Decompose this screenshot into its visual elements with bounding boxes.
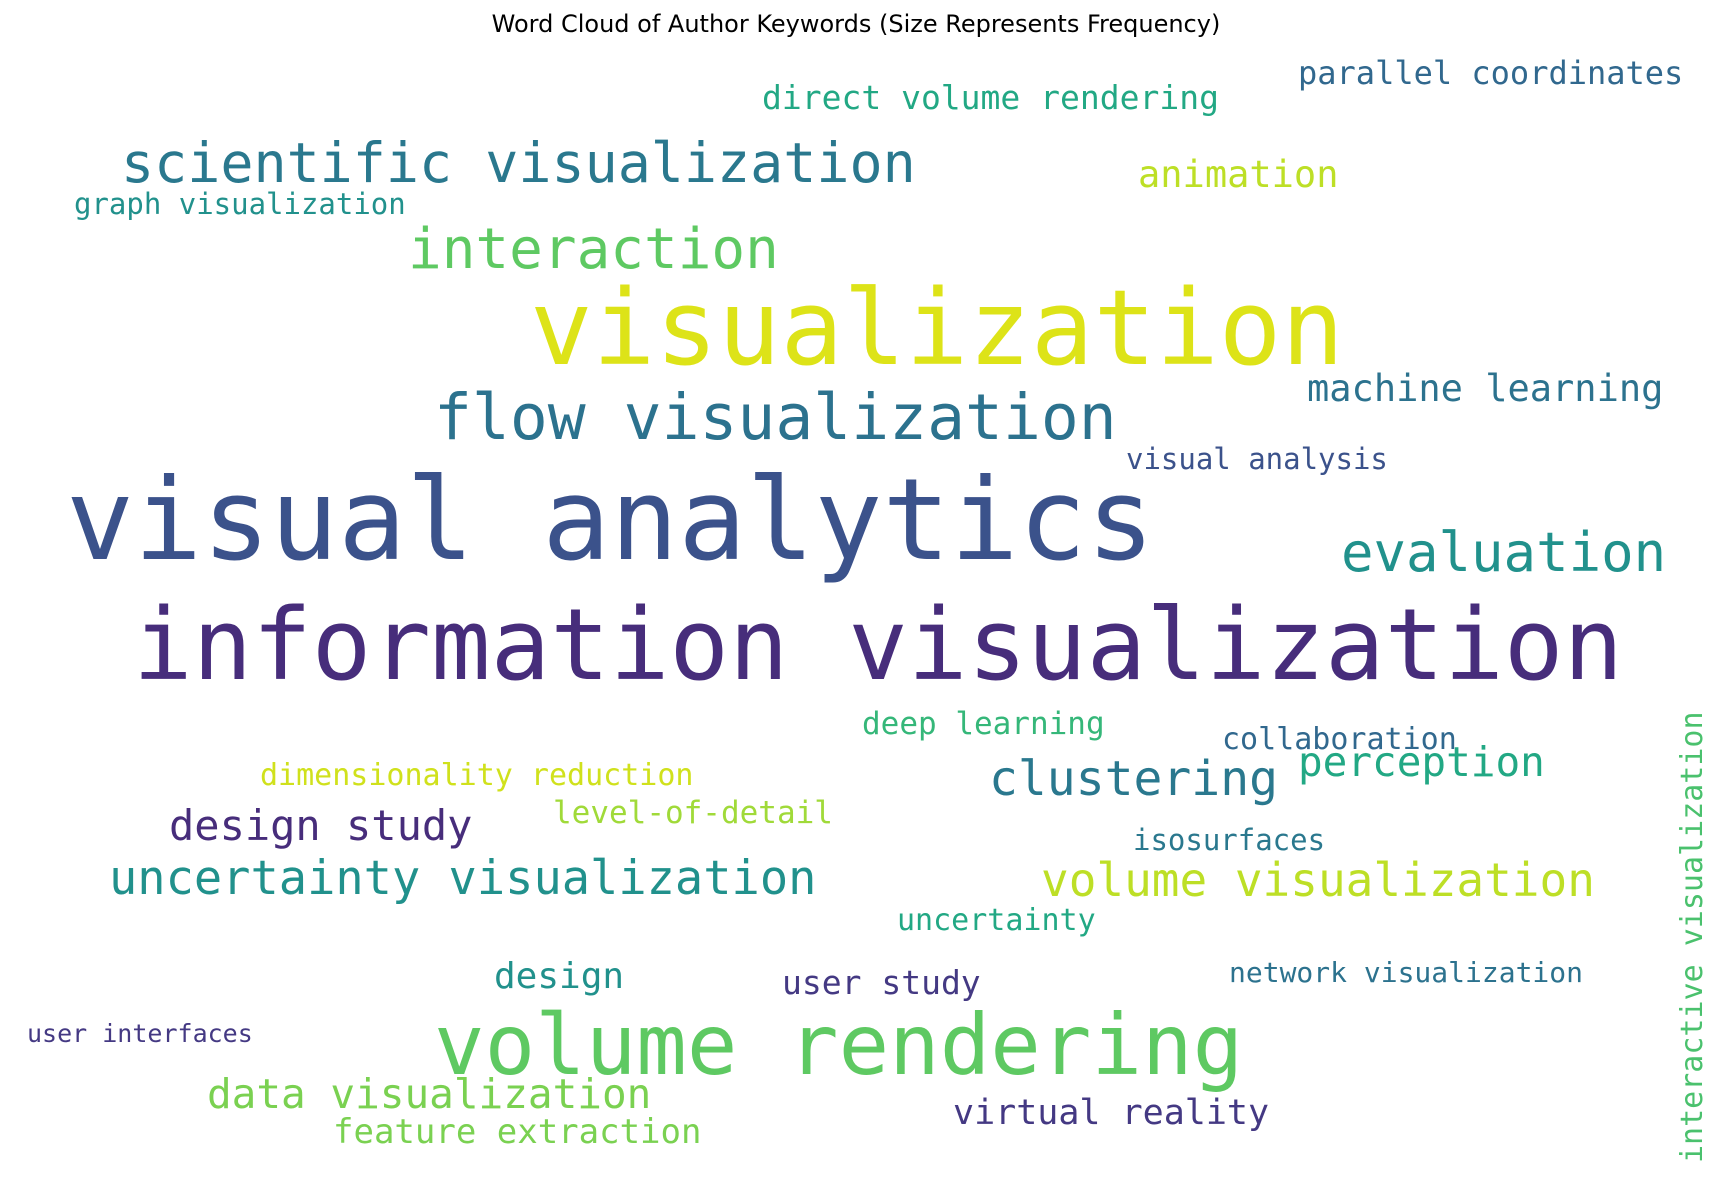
word-interactive-visualization: interactive visualization	[1675, 711, 1710, 1163]
word-perception: perception	[1298, 738, 1545, 786]
word-user-interfaces: user interfaces	[27, 1019, 253, 1048]
word-scientific-visualization: scientific visualization	[121, 131, 916, 195]
word-evaluation: evaluation	[1341, 521, 1667, 584]
word-clustering: clustering	[989, 751, 1278, 807]
word-deep-learning: deep learning	[862, 706, 1105, 742]
word-visualization: visualization	[530, 267, 1344, 389]
word-volume-rendering: volume rendering	[434, 996, 1244, 1094]
word-information-visualization: information visualization	[133, 588, 1624, 703]
word-data-visualization: data visualization	[207, 1070, 652, 1118]
word-volume-visualization: volume visualization	[1041, 853, 1595, 907]
word-network-visualization: network visualization	[1229, 956, 1584, 989]
word-design: design	[494, 956, 625, 997]
word-animation: animation	[1138, 153, 1339, 196]
chart-title: Word Cloud of Author Keywords (Size Repr…	[491, 10, 1221, 38]
word-direct-volume-rendering: direct volume rendering	[762, 78, 1219, 117]
word-visual-analytics: visual analytics	[66, 454, 1155, 586]
word-uncertainty-visualization: uncertainty visualization	[109, 851, 817, 906]
word-level-of-detail: level-of-detail	[553, 795, 833, 831]
word-interaction: interaction	[408, 217, 779, 282]
word-feature-extraction: feature extraction	[333, 1112, 702, 1152]
word-collaboration: collaboration	[1222, 722, 1457, 757]
word-parallel-coordinates: parallel coordinates	[1298, 54, 1684, 92]
word-design-study: design study	[169, 801, 473, 850]
word-virtual-reality: virtual reality	[953, 1093, 1270, 1133]
word-isosurfaces: isosurfaces	[1133, 823, 1326, 857]
word-graph-visualization: graph visualization	[74, 187, 406, 221]
word-uncertainty: uncertainty	[897, 903, 1096, 938]
word-flow-visualization: flow visualization	[434, 381, 1117, 454]
word-machine-learning: machine learning	[1307, 367, 1664, 410]
word-visual-analysis: visual analysis	[1126, 442, 1388, 476]
word-dimensionality-reduction: dimensionality reduction	[260, 758, 694, 793]
word-user-study: user study	[782, 963, 981, 1002]
